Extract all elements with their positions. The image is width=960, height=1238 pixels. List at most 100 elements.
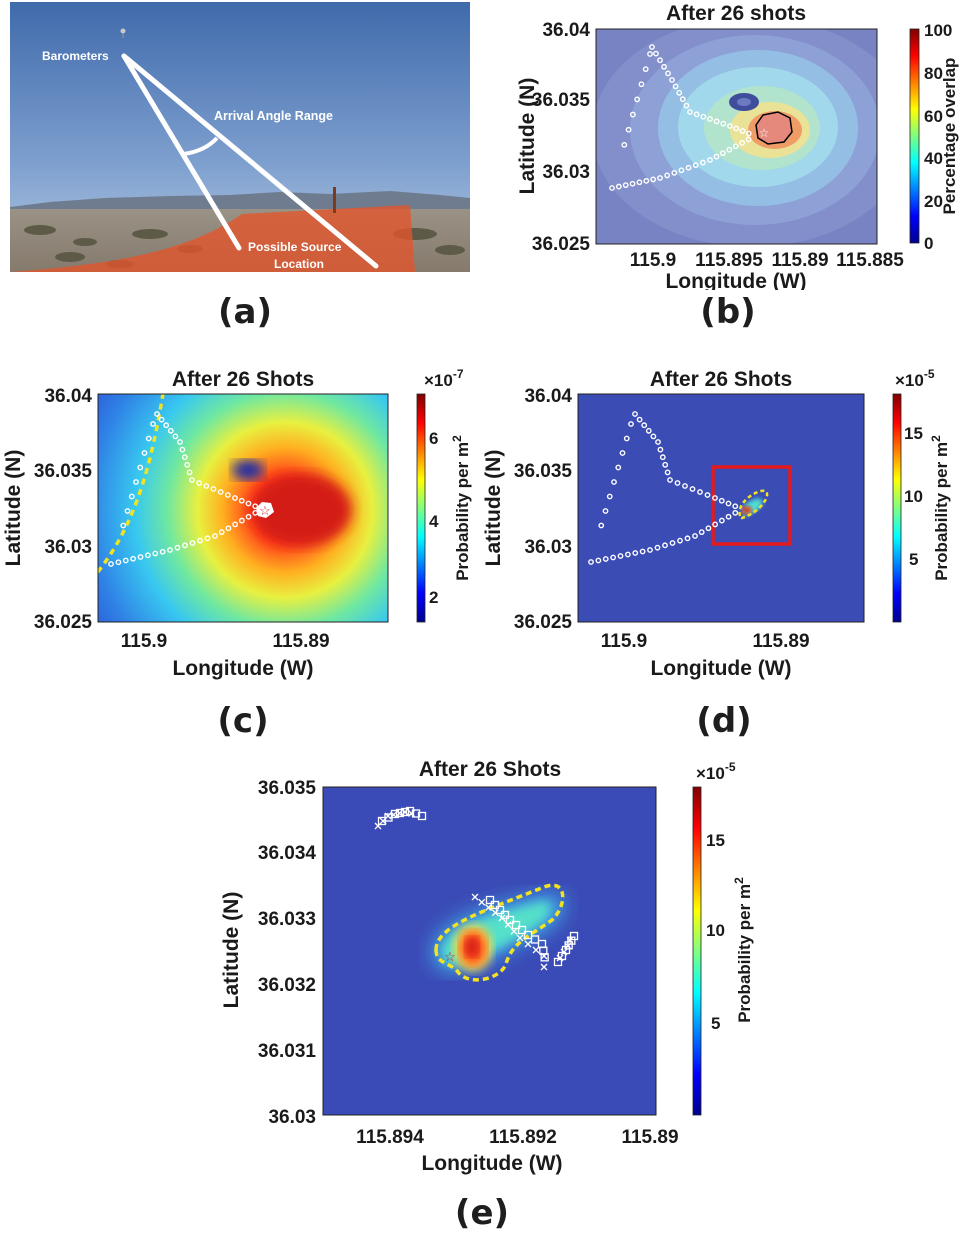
colorbar-tick: 0	[924, 234, 933, 253]
track-marker	[564, 942, 572, 950]
colorbar-tick: 5	[909, 550, 918, 569]
colorbar	[892, 393, 902, 623]
track-marker	[177, 439, 183, 445]
overlap-map: After 26 shots ☆ 36.04 36.035 36.03 36.0…	[516, 2, 959, 293]
colorbar	[692, 786, 702, 1116]
track-marker	[700, 113, 707, 120]
ytick-label: 36.04	[524, 386, 572, 407]
colorbar-tick: 20	[924, 192, 943, 211]
track-marker	[141, 450, 148, 456]
track-marker	[685, 164, 692, 171]
track-marker	[609, 185, 615, 191]
ytick-label: 36.03	[542, 162, 590, 183]
track-marker	[523, 930, 533, 940]
track-marker	[163, 422, 170, 429]
colorbar-label: Probability per m2	[450, 435, 472, 581]
track-marker	[606, 493, 613, 500]
track-marker	[726, 146, 733, 153]
track-marker	[154, 411, 160, 417]
track-marker	[619, 450, 626, 456]
track-marker	[684, 535, 691, 542]
track-marker	[189, 540, 196, 546]
source-star: ☆	[759, 126, 770, 140]
track-marker	[115, 559, 122, 566]
colorbar-exponent: ×10-7	[424, 367, 464, 390]
panel-c-title: After 26 Shots	[172, 368, 314, 391]
track-marker	[172, 433, 179, 440]
y-axis-label: Latitude (N)	[516, 78, 539, 195]
track-marker	[745, 136, 752, 143]
track-marker	[642, 66, 649, 73]
track-marker	[390, 811, 398, 819]
track-marker	[739, 139, 746, 146]
track-marker	[524, 940, 532, 948]
colorbar-tick: 10	[706, 921, 725, 940]
track-marker	[471, 893, 479, 901]
track-marker	[662, 542, 668, 549]
track-marker	[682, 483, 688, 489]
panel-letter-d: (d)	[696, 701, 752, 741]
track-marker	[636, 416, 643, 423]
track-marker	[120, 522, 127, 529]
xtick-label: 115.895	[695, 250, 763, 271]
track-marker	[629, 111, 636, 118]
colorbar-tick: 4	[429, 512, 439, 531]
zoom-box	[711, 465, 792, 546]
track-marker	[632, 550, 639, 556]
track-marker	[650, 176, 657, 183]
track-marker	[167, 427, 174, 434]
track-marker	[622, 182, 629, 189]
track-marker	[401, 808, 409, 816]
track-marker	[217, 489, 224, 495]
track-marker	[692, 533, 698, 539]
track-marker	[159, 548, 166, 555]
track-marker	[615, 183, 622, 190]
ytick-label: 36.035	[258, 778, 317, 799]
track-marker	[569, 931, 579, 941]
track-marker	[186, 469, 193, 476]
track-marker	[610, 554, 617, 561]
panel-e-title: After 26 Shots	[419, 758, 561, 781]
track-marker	[181, 454, 188, 461]
track-marker	[719, 150, 726, 157]
track-marker	[674, 480, 681, 486]
track-marker	[687, 109, 693, 115]
track-marker	[657, 57, 663, 64]
colorbar-tick: 100	[924, 21, 952, 40]
ytick-label: 36.03	[524, 537, 572, 558]
track-marker	[491, 909, 499, 917]
track-marker	[517, 925, 527, 935]
track-marker	[672, 83, 679, 90]
track-marker	[516, 934, 524, 942]
track-marker	[478, 898, 486, 906]
track-marker	[145, 435, 152, 442]
ytick-label: 36.034	[258, 843, 317, 864]
colorbar	[416, 393, 426, 623]
xtick-label: 115.9	[630, 250, 677, 271]
track-marker	[204, 535, 211, 542]
y-axis-label: Latitude (N)	[482, 450, 505, 567]
track-marker	[669, 540, 676, 546]
track-marker	[225, 525, 232, 532]
arrival-angle-label: Arrival Angle Range	[214, 109, 333, 123]
track-marker	[137, 554, 144, 560]
track-marker	[174, 544, 181, 551]
track-marker	[184, 461, 191, 468]
xtick-label: 115.89	[771, 250, 828, 271]
track-marker	[725, 513, 732, 520]
ytick-label: 36.04	[44, 386, 92, 407]
source-star: ☆	[444, 949, 456, 964]
track-marker	[624, 551, 631, 558]
track-marker	[485, 895, 495, 905]
track-marker	[540, 952, 548, 960]
track-marker	[137, 464, 144, 471]
track-marker	[712, 521, 719, 528]
track-marker	[671, 169, 678, 176]
track-marker	[218, 529, 225, 536]
panel-letter-e: (e)	[454, 1193, 510, 1233]
track-marker	[718, 517, 725, 524]
track-marker	[196, 480, 203, 486]
ytick-label: 36.035	[34, 461, 93, 482]
colorbar-tick: 2	[429, 588, 438, 607]
track-marker	[540, 953, 549, 962]
